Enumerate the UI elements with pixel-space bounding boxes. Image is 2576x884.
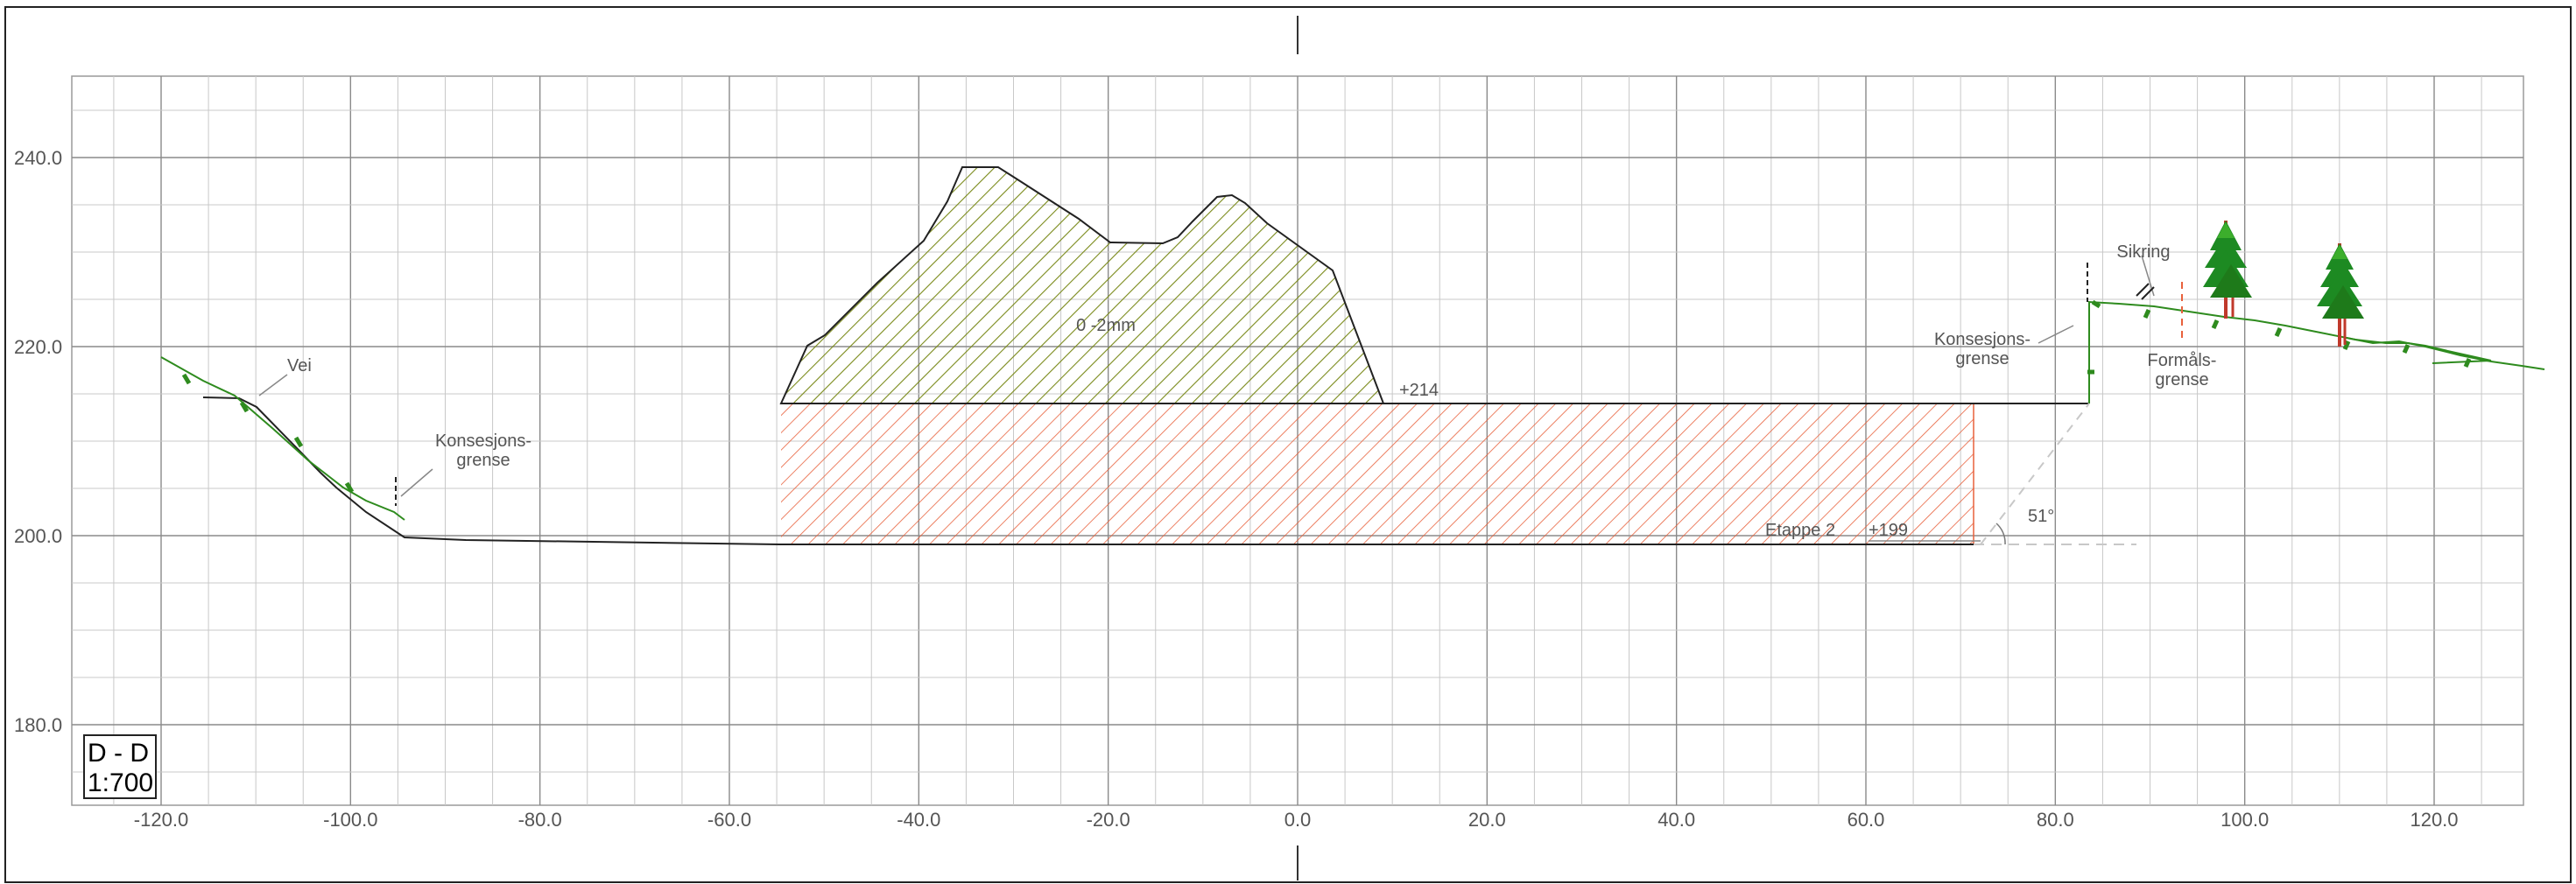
section-scale: 1:700 [88,768,153,797]
label-formal-line1: Formåls- [2148,351,2217,370]
x-tick-label: -20.0 [1087,809,1130,831]
label-pile-material: 0 -2mm [1076,316,1136,335]
x-tick-label: 60.0 [1848,809,1885,831]
terrain-right-tail [2346,337,2545,370]
x-tick-label: -80.0 [518,809,562,831]
x-tick-label: 0.0 [1284,809,1312,831]
y-axis-labels: 240.0 220.0 200.0 180.0 [14,147,62,736]
label-etappe: Etappe 2 [1765,521,1835,540]
title-box [83,734,157,799]
terrain-left [160,356,405,521]
grid-lines [72,76,2523,805]
y-tick-label: 220.0 [14,336,62,358]
y-tick-label: 180.0 [14,714,62,736]
excavation-area [781,403,1974,544]
label-angle: 51° [2028,507,2054,526]
x-tick-label: 120.0 [2410,809,2458,831]
y-tick-label: 240.0 [14,147,62,169]
label-sikring: Sikring [2116,242,2170,262]
x-tick-label: 100.0 [2221,809,2269,831]
x-tick-label: 20.0 [1468,809,1506,831]
terrain-left-ticks [181,373,355,494]
x-tick-label: -60.0 [707,809,751,831]
label-level-bottom: +199 [1869,521,1908,540]
label-konsesjon-left-line2: grense [456,451,510,470]
angle-arc [1995,523,2006,545]
stockpile-area [779,166,1385,404]
x-tick-label: -40.0 [897,809,940,831]
tree-icon [2317,243,2364,347]
terrain-right [2088,300,2492,403]
drawing-border [4,6,2572,883]
label-formal-line2: grense [2155,370,2208,389]
x-tick-label: 80.0 [2037,809,2074,831]
label-konsesjon-right: Konsesjons-grense [1934,330,2031,368]
x-tick-label: -120.0 [134,809,188,831]
slope-dashed-line [1980,403,2090,545]
label-konsesjon-right-line1: Konsesjons- [1934,330,2031,349]
label-level-top: +214 [1399,381,1439,400]
y-tick-label: 200.0 [14,525,62,547]
terrain-right-ticks [2087,299,2472,375]
profile-line [202,396,1974,545]
x-axis-labels: -120.0 -100.0 -80.0 -60.0 -40.0 -20.0 0.0 20.0 4… [134,809,2459,831]
section-name: D - D [88,739,149,768]
x-tick-label: 40.0 [1658,809,1695,831]
label-vei: Vei [287,356,312,375]
sikring-marker [2136,283,2155,300]
label-formal: Formåls-grense [2148,351,2217,389]
leader-lines [258,255,2155,542]
label-konsesjon-left-line1: Konsesjons- [435,431,531,451]
label-konsesjon-right-line2: grense [1955,349,2009,368]
x-tick-label: -100.0 [323,809,377,831]
tree-icon [2203,221,2252,319]
label-konsesjon-left: Konsesjons-grense [435,431,531,470]
